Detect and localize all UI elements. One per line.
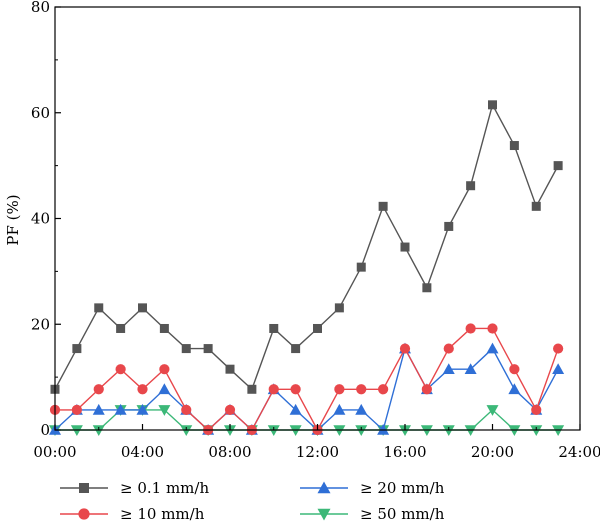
data-point bbox=[356, 262, 366, 272]
data-point bbox=[333, 403, 346, 415]
data-point bbox=[71, 404, 82, 416]
data-point bbox=[181, 404, 192, 416]
data-point bbox=[442, 363, 455, 374]
data-point bbox=[114, 403, 127, 415]
legend-entry: ≥ 10 mm/h bbox=[60, 505, 205, 523]
data-point bbox=[94, 303, 104, 313]
legend-marker bbox=[79, 483, 89, 493]
data-point bbox=[159, 323, 169, 333]
x-tick-label: 04:00 bbox=[121, 443, 164, 461]
x-tick-label: 20:00 bbox=[471, 443, 514, 461]
x-tick-label: 12:00 bbox=[296, 443, 339, 461]
legend: ≥ 0.1 mm/h ≥ 20 mm/h ≥ 10 mm/h ≥ 50 mm/h bbox=[60, 479, 445, 523]
data-point bbox=[136, 403, 149, 415]
legend-label: ≥ 50 mm/h bbox=[360, 505, 445, 523]
data-point bbox=[531, 201, 541, 211]
axis-layer: 00:00 04:00 08:00 12:00 16:00 20:00 24:00 0 20 40… bbox=[31, 0, 600, 461]
data-point bbox=[203, 344, 213, 354]
data-point bbox=[269, 323, 279, 333]
data-point bbox=[531, 404, 542, 416]
data-point bbox=[400, 242, 410, 252]
legend-entry: ≥ 50 mm/h bbox=[300, 505, 445, 523]
data-point bbox=[181, 344, 191, 354]
data-point bbox=[356, 384, 367, 395]
data-point bbox=[422, 283, 432, 293]
legend-label: ≥ 0.1 mm/h bbox=[120, 479, 209, 497]
data-point bbox=[158, 405, 171, 416]
series-0 bbox=[50, 100, 563, 394]
y-tick-label: 40 bbox=[31, 210, 50, 228]
data-point bbox=[378, 384, 389, 395]
data-point bbox=[487, 323, 498, 334]
x-tick-label: 08:00 bbox=[208, 443, 251, 461]
data-point bbox=[93, 384, 104, 395]
x-tick-label: 24:00 bbox=[558, 443, 600, 461]
data-point bbox=[225, 364, 235, 374]
data-point bbox=[247, 384, 257, 394]
data-point bbox=[92, 403, 105, 415]
data-point bbox=[509, 364, 520, 375]
data-point bbox=[291, 344, 301, 354]
series-line bbox=[54, 102, 559, 391]
data-point bbox=[268, 384, 279, 395]
data-point bbox=[443, 343, 454, 354]
data-point bbox=[313, 323, 322, 333]
data-point bbox=[465, 323, 476, 334]
data-point bbox=[378, 201, 388, 211]
data-point bbox=[466, 181, 476, 191]
data-point bbox=[553, 343, 564, 354]
data-point bbox=[421, 384, 432, 395]
legend-marker bbox=[317, 481, 331, 494]
x-tick-label: 16:00 bbox=[383, 443, 426, 461]
data-point bbox=[158, 383, 171, 395]
plot-frame bbox=[54, 6, 581, 431]
legend-marker bbox=[317, 508, 331, 521]
data-point bbox=[399, 343, 411, 354]
y-tick-label: 60 bbox=[31, 104, 50, 122]
data-point bbox=[334, 303, 344, 313]
data-point bbox=[115, 364, 126, 375]
y-axis-label: PF (%) bbox=[4, 194, 22, 245]
data-point bbox=[486, 405, 499, 416]
data-point bbox=[334, 384, 345, 395]
data-point bbox=[488, 100, 497, 110]
x-tick-label: 00:00 bbox=[33, 443, 76, 461]
data-point bbox=[464, 363, 477, 374]
data-point bbox=[355, 403, 368, 415]
data-point bbox=[159, 364, 170, 375]
data-point bbox=[138, 303, 147, 313]
legend-marker bbox=[78, 508, 90, 520]
series-line bbox=[55, 327, 559, 432]
y-tick-label: 0 bbox=[40, 421, 50, 439]
series-line bbox=[54, 346, 559, 432]
series-2 bbox=[49, 342, 565, 435]
y-tick-label: 20 bbox=[31, 315, 50, 333]
data-point bbox=[290, 384, 301, 395]
data-point bbox=[509, 141, 519, 151]
data-point bbox=[72, 344, 82, 354]
legend-entry: ≥ 20 mm/h bbox=[300, 479, 445, 497]
data-point bbox=[137, 384, 148, 395]
data-point bbox=[552, 363, 565, 374]
y-tick-label: 80 bbox=[31, 0, 50, 16]
legend-entry: ≥ 0.1 mm/h bbox=[60, 479, 209, 497]
legend-label: ≥ 10 mm/h bbox=[120, 505, 205, 523]
series-1 bbox=[49, 323, 564, 436]
data-point bbox=[486, 342, 499, 354]
data-point bbox=[289, 403, 302, 415]
data-point bbox=[508, 383, 521, 395]
data-point bbox=[444, 221, 454, 231]
plot-layer bbox=[49, 100, 565, 436]
data-point bbox=[116, 323, 126, 333]
legend-label: ≥ 20 mm/h bbox=[360, 479, 445, 497]
data-point bbox=[224, 404, 236, 416]
data-point bbox=[553, 161, 563, 171]
